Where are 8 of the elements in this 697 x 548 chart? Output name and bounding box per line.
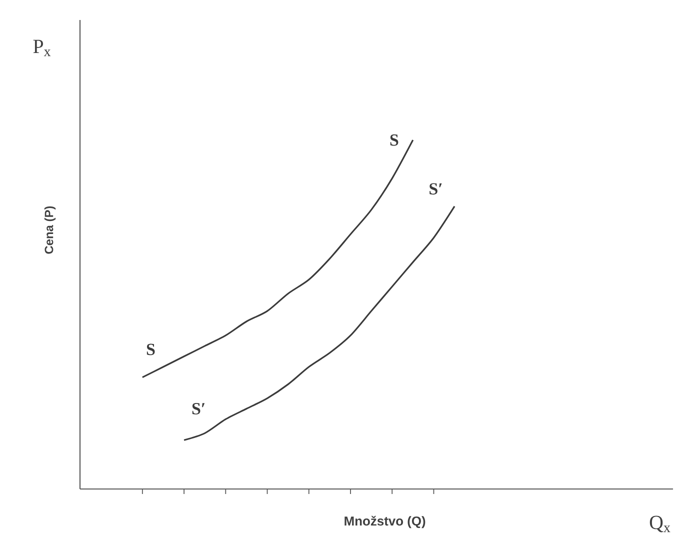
series-label: S — [390, 134, 398, 146]
text: Q$_{x}$ — [650, 516, 670, 532]
text: S — [146, 344, 155, 356]
text: S′ — [430, 183, 442, 195]
x-axis-title: Množstvo (Q) — [344, 516, 426, 528]
series-label: S′ — [192, 403, 205, 414]
text: P$_{x}$ — [33, 40, 51, 56]
text: Cena (P) — [44, 206, 56, 254]
